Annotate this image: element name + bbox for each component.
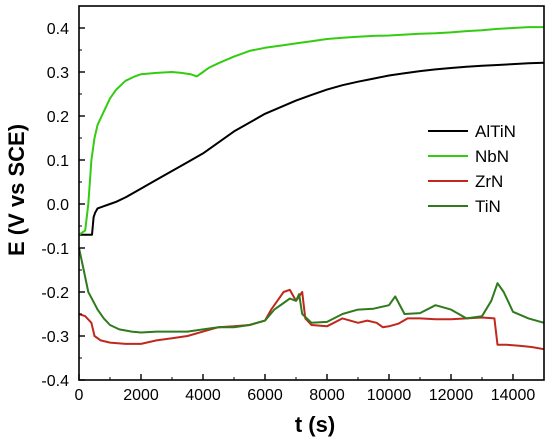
y-tick-label: 0.4 — [47, 21, 69, 38]
series-line-altin — [79, 61, 545, 236]
x-tick-label: 4000 — [185, 387, 221, 404]
series-line-tin — [78, 247, 545, 334]
x-tick-label: 8000 — [309, 387, 345, 404]
plot-lines — [78, 26, 545, 351]
y-tick-label: 0.3 — [47, 65, 69, 82]
legend-label-tin: TiN — [475, 197, 501, 216]
x-tick-label: 12000 — [429, 387, 474, 404]
y-tick-label: -0.2 — [41, 285, 69, 302]
x-tick-label: 14000 — [491, 387, 536, 404]
y-tick-label: 0.2 — [47, 109, 69, 126]
y-axis-title: E (V vs SCE) — [4, 124, 29, 256]
axis-ticks — [78, 27, 514, 381]
x-tick-label: 6000 — [247, 387, 283, 404]
y-tick-label: 0.0 — [47, 197, 69, 214]
legend: AlTiN NbN ZrN TiN — [428, 122, 516, 216]
x-tick-label: 0 — [75, 387, 84, 404]
series-line-nbn — [78, 26, 544, 236]
axis-tick-labels: 0 2000 4000 6000 8000 10000 12000 14000 -0.4 -0.3… — [41, 21, 535, 404]
legend-label-nbn: NbN — [475, 147, 509, 166]
x-tick-label: 10000 — [367, 387, 412, 404]
x-tick-label: 2000 — [123, 387, 159, 404]
y-tick-label: -0.3 — [41, 329, 69, 346]
plot-frame — [78, 5, 545, 381]
legend-label-altin: AlTiN — [475, 122, 516, 141]
y-tick-label: -0.4 — [41, 373, 69, 390]
x-axis-title: t (s) — [295, 412, 335, 437]
y-tick-label: -0.1 — [41, 241, 69, 258]
y-tick-label: 0.1 — [47, 153, 69, 170]
legend-label-zrn: ZrN — [475, 172, 503, 191]
series-line-zrn — [78, 288, 545, 351]
